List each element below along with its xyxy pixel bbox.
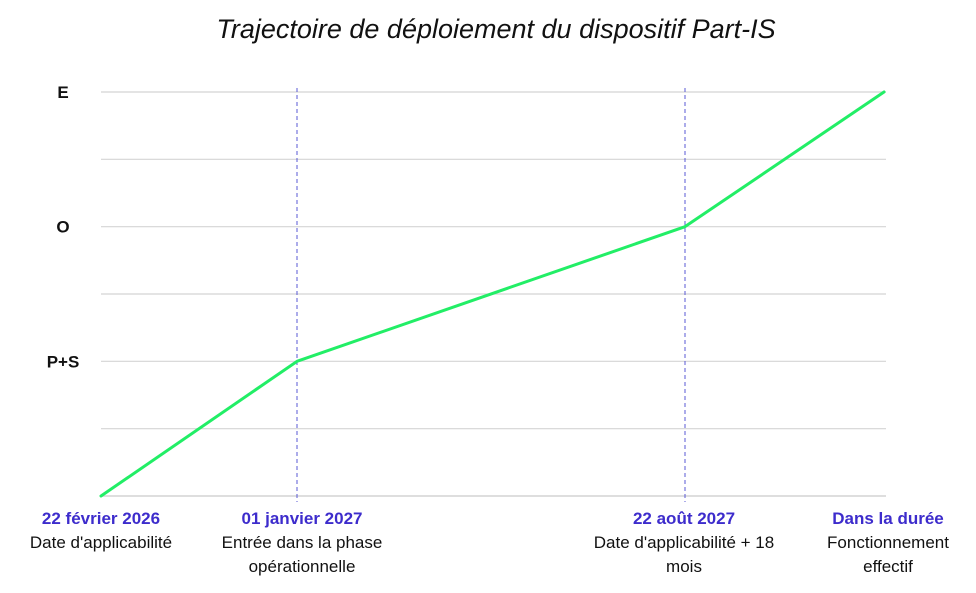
y-tick-labels: P+S O E [47, 83, 80, 371]
series-layer [99, 90, 886, 498]
chart-title: Trajectoire de déploiement du dispositif… [216, 14, 775, 44]
reference-lines [296, 88, 686, 502]
milestone-date: Dans la durée [832, 509, 944, 528]
milestone-description: Date d'applicabilité [30, 533, 172, 552]
y-tick-label: P+S [47, 352, 80, 371]
milestone-date: 22 août 2027 [633, 509, 735, 528]
milestone-description: Fonctionnement [827, 533, 949, 552]
milestone-description: effectif [863, 557, 913, 576]
y-tick-label: E [57, 83, 68, 102]
milestone-description: opérationnelle [249, 557, 356, 576]
milestone-date: 01 janvier 2027 [242, 509, 363, 528]
milestone-description: Entrée dans la phase [222, 533, 383, 552]
y-tick-label: O [56, 218, 69, 237]
x-milestone-labels: 22 février 2026 Date d'applicabilité 01 ja… [30, 509, 949, 576]
milestone-description: mois [666, 557, 702, 576]
grid-layer [101, 91, 886, 497]
milestone-description: Date d'applicabilité + 18 [594, 533, 774, 552]
trajectory-line [99, 90, 886, 498]
milestone-date: 22 février 2026 [42, 509, 160, 528]
